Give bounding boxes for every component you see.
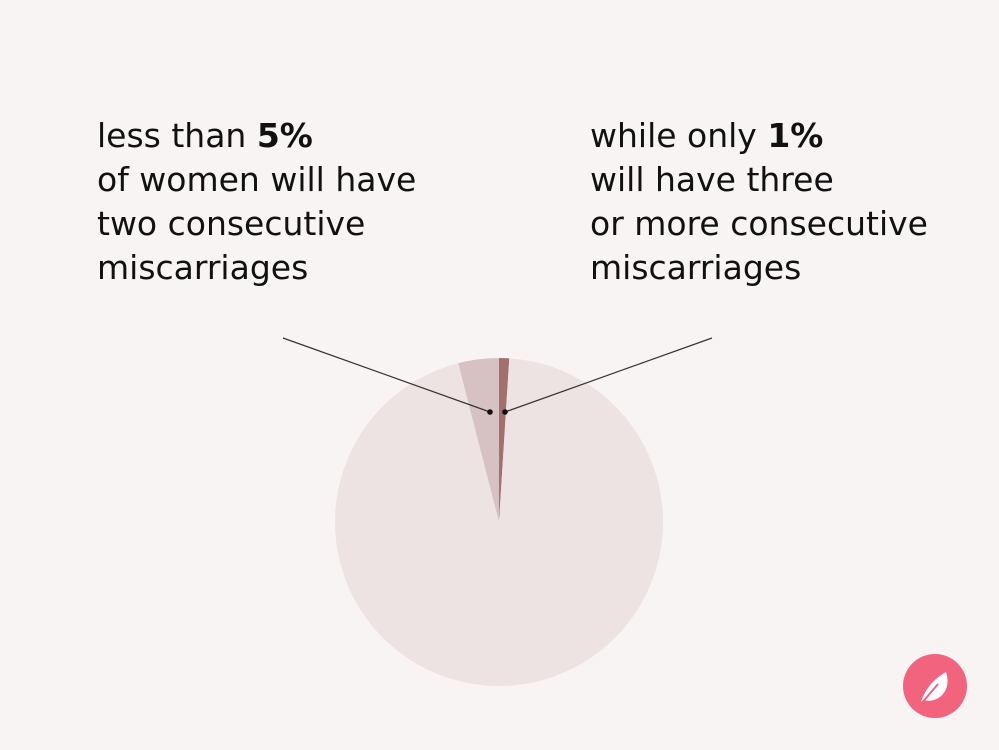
pie [334, 358, 663, 686]
logo[interactable] [903, 654, 967, 718]
annotation-line: will have three [590, 160, 834, 199]
leader-line [282, 337, 491, 413]
annotation-line: miscarriages [97, 248, 308, 287]
leader-line [504, 337, 713, 413]
annotation: less than 5% [97, 116, 313, 155]
annotation-line: of women will have [97, 160, 416, 199]
annotation-prefix: while only [590, 116, 767, 155]
annotation-emphasis: 5% [257, 116, 313, 155]
pie-slice [334, 358, 663, 686]
pie-slice [458, 358, 499, 522]
annotation-line: or more consecutive [590, 204, 928, 243]
annotation-line: miscarriages [590, 248, 801, 287]
leader-dot [502, 409, 508, 415]
pie-slice [499, 358, 510, 522]
logo-stem [920, 683, 939, 705]
annotation-prefix: less than [97, 116, 257, 155]
annotation-line: two consecutive [97, 204, 365, 243]
annotation: while only 1% [590, 116, 823, 155]
annotations: less than 5% of women will have two consec… [97, 116, 928, 287]
leader-dot [487, 409, 493, 415]
annotation-emphasis: 1% [767, 116, 823, 155]
